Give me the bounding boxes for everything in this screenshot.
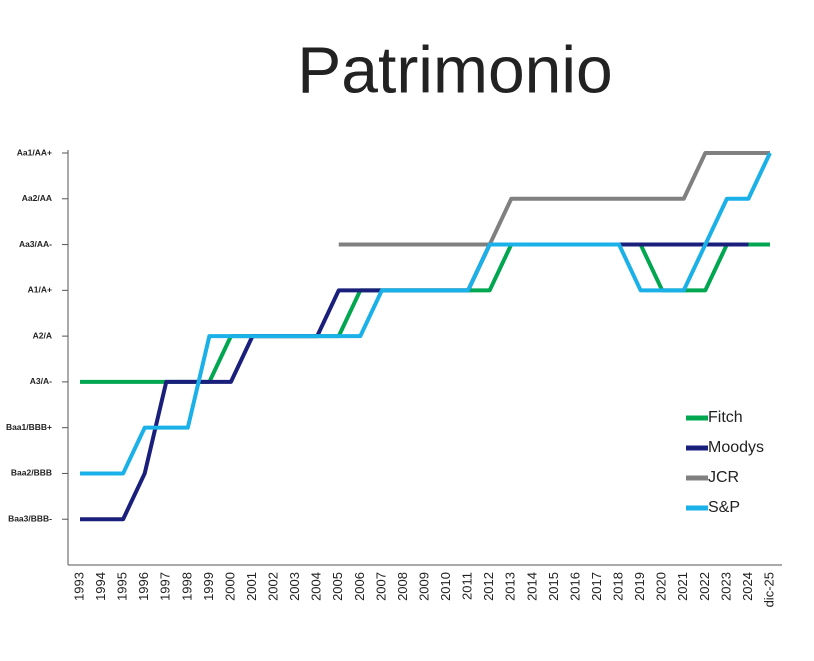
x-tick-label: 2019 bbox=[632, 572, 647, 601]
x-tick-label: 2001 bbox=[244, 572, 259, 601]
x-tick-label: 2011 bbox=[460, 572, 475, 600]
x-tick-label: 2009 bbox=[416, 572, 431, 601]
x-tick-label: 1996 bbox=[136, 572, 151, 601]
x-tick-label: 2007 bbox=[373, 572, 388, 601]
series-line bbox=[80, 242, 749, 522]
legend-label: Fitch bbox=[708, 409, 743, 426]
x-tick-label: 1997 bbox=[158, 572, 173, 601]
series-line bbox=[80, 242, 770, 384]
x-tick-label: 2013 bbox=[503, 572, 518, 601]
x-tick-label: 1995 bbox=[115, 572, 130, 601]
x-tick-label: 2020 bbox=[654, 572, 669, 601]
x-tick-label: 2005 bbox=[330, 572, 345, 601]
x-tick-label: 2021 bbox=[675, 572, 690, 601]
x-tick-label: 2012 bbox=[481, 572, 496, 601]
x-tick-label: 2000 bbox=[222, 572, 237, 601]
x-tick-label: 2015 bbox=[546, 572, 561, 601]
x-tick-label: 2010 bbox=[438, 572, 453, 601]
legend-label: Moodys bbox=[708, 439, 764, 456]
y-tick-label: A2/A bbox=[33, 330, 52, 340]
x-tick-label: 2003 bbox=[287, 572, 302, 601]
y-tick-label: Baa1/BBB+ bbox=[6, 422, 52, 432]
x-tick-label: 1993 bbox=[71, 572, 86, 601]
x-tick-label: 2008 bbox=[395, 572, 410, 601]
x-tick-label: 1999 bbox=[201, 572, 216, 601]
y-tick-label: Aa3/AA- bbox=[19, 239, 52, 249]
x-tick-label: 2023 bbox=[718, 572, 733, 601]
chart-title: Patrimonio bbox=[297, 32, 612, 106]
x-tick-label: 2024 bbox=[740, 572, 755, 601]
series-line bbox=[80, 152, 772, 476]
y-tick-label: Aa1/AA+ bbox=[17, 147, 52, 157]
x-tick-label: 2004 bbox=[309, 572, 324, 601]
y-tick-label: Baa3/BBB- bbox=[8, 513, 52, 523]
x-tick-label: 2002 bbox=[266, 572, 281, 601]
x-tick-label: 2018 bbox=[611, 572, 626, 601]
x-tick-label: 1994 bbox=[93, 572, 108, 601]
x-tick-label: dic-25 bbox=[761, 572, 776, 607]
legend-label: S&P bbox=[708, 499, 740, 516]
series-line bbox=[338, 151, 770, 247]
legend-label: JCR bbox=[708, 469, 739, 486]
x-tick-label: 2022 bbox=[697, 572, 712, 601]
y-tick-label: Baa2/BBB bbox=[11, 468, 52, 478]
x-tick-label: 2017 bbox=[589, 572, 604, 601]
y-tick-label: A3/A- bbox=[30, 376, 52, 386]
x-tick-label: 2014 bbox=[524, 572, 539, 601]
y-tick-label: A1/A+ bbox=[28, 285, 52, 295]
x-tick-label: 2006 bbox=[352, 572, 367, 601]
x-tick-label: 1998 bbox=[179, 572, 194, 601]
y-tick-label: Aa2/AA bbox=[22, 193, 52, 203]
x-tick-label: 2016 bbox=[567, 572, 582, 601]
